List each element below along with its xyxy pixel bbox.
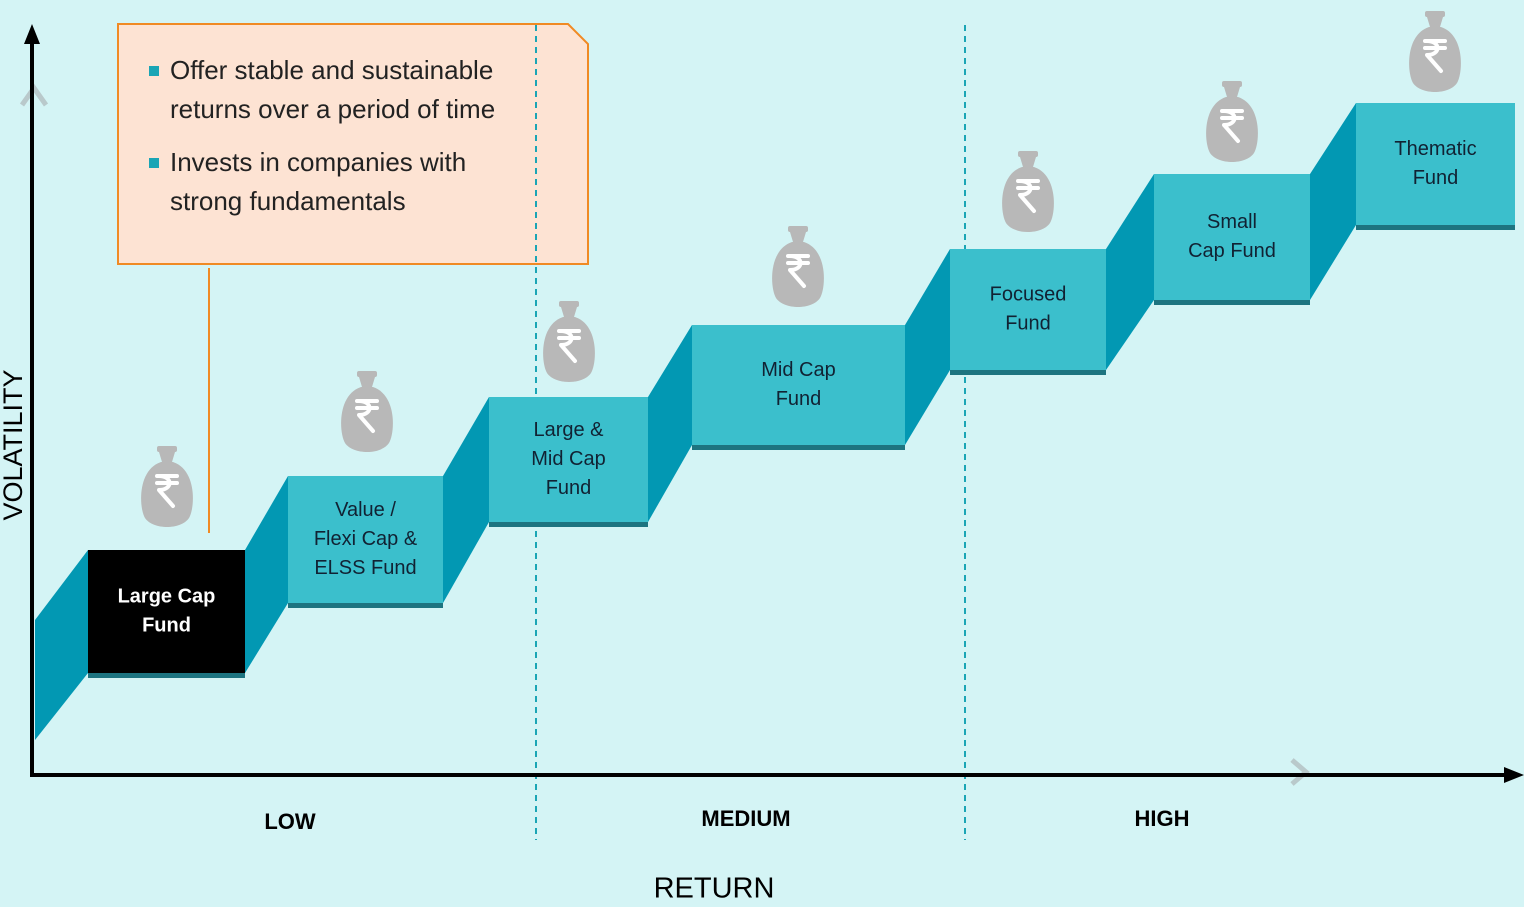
step-ramp xyxy=(35,550,88,740)
step-shadow xyxy=(692,443,905,450)
step-shadow xyxy=(1356,223,1515,230)
step-label: Small xyxy=(1207,211,1257,233)
step-ramp xyxy=(245,476,288,673)
step-ramp xyxy=(1310,103,1356,300)
step-shadow xyxy=(489,520,648,527)
money-bag-icon xyxy=(1204,79,1260,164)
step-face xyxy=(692,325,905,445)
step-ramp xyxy=(443,397,489,603)
step-label: Flexi Cap & xyxy=(314,528,418,550)
step-shadow xyxy=(88,671,245,678)
step-face xyxy=(1154,174,1310,300)
money-bag-icon xyxy=(339,369,395,454)
callout-line: returns over a period of time xyxy=(170,94,495,124)
step-face xyxy=(88,550,245,673)
step-label: Mid Cap xyxy=(531,448,605,470)
bullet xyxy=(149,158,159,168)
zone-label: HIGH xyxy=(1135,806,1190,831)
step-label: Large & xyxy=(533,419,604,441)
step-shadow xyxy=(1154,298,1310,305)
money-bag-icon xyxy=(541,299,597,384)
step-label: Mid Cap xyxy=(761,359,835,381)
x-axis-label: RETURN xyxy=(654,873,775,905)
step-label: Thematic xyxy=(1394,138,1476,160)
step-label: Focused xyxy=(990,283,1067,305)
money-bag-icon xyxy=(1000,149,1056,234)
y-axis-arrow xyxy=(24,24,40,44)
step-shadow xyxy=(288,601,443,608)
bullet xyxy=(149,66,159,76)
y-axis-label: VOLATILITY xyxy=(0,369,28,520)
step-ramp xyxy=(1106,174,1154,370)
step-label: Fund xyxy=(546,477,592,499)
step-label: Fund xyxy=(1005,312,1051,334)
step-ramp xyxy=(905,249,950,445)
step-face xyxy=(288,476,443,603)
zone-label: LOW xyxy=(264,809,316,834)
callout-text: Offer stable and sustainable returns over… xyxy=(149,55,495,216)
step-label: ELSS Fund xyxy=(314,557,416,579)
money-bag-icon xyxy=(770,224,826,309)
callout-line: Offer stable and sustainable xyxy=(170,55,493,85)
money-bag-icon xyxy=(139,444,195,529)
x-axis-arrow xyxy=(1504,767,1524,783)
step-face xyxy=(1356,103,1515,225)
step-label: Cap Fund xyxy=(1188,240,1276,262)
step-label: Value / xyxy=(335,499,396,521)
step-label: Fund xyxy=(1413,167,1459,189)
step-ramp xyxy=(648,325,692,522)
step-label: Fund xyxy=(776,388,822,410)
step-shadow xyxy=(950,368,1106,375)
callout-box xyxy=(117,23,589,265)
callout-line: Invests in companies with xyxy=(170,147,466,177)
money-bag-icon xyxy=(1407,9,1463,94)
step-label: Fund xyxy=(142,614,191,636)
steps: Large Cap Fund Value / Flexi Cap & ELSS Fund… xyxy=(35,9,1515,740)
axis-chevron xyxy=(1290,758,1310,786)
zone-label: MEDIUM xyxy=(701,806,790,831)
step-face xyxy=(489,397,648,522)
step-face xyxy=(950,249,1106,370)
callout-line: strong fundamentals xyxy=(170,186,406,216)
step-label: Large Cap xyxy=(118,585,216,607)
